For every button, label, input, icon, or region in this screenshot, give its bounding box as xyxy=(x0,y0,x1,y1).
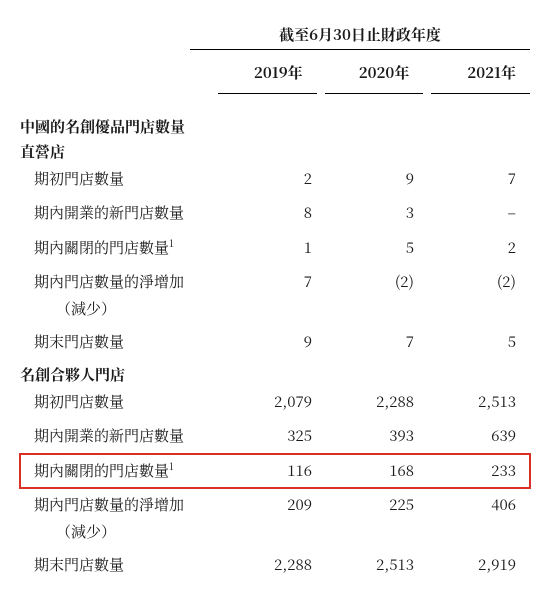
cell: 406 xyxy=(428,488,530,523)
table-row: 期末門店數量 2,288 2,513 2,919 xyxy=(20,548,530,583)
row-label-text: 期內關閉的門店數量 xyxy=(34,460,169,481)
cell: 9 xyxy=(224,325,326,360)
cell: – xyxy=(428,196,530,231)
cell: 393 xyxy=(326,419,428,454)
row-label: 期內門店數量的淨增加 （減少） xyxy=(20,265,224,325)
cell: 168 xyxy=(326,454,428,489)
row-label: 期初門店數量 xyxy=(20,385,224,420)
cell: 1 xyxy=(224,231,326,266)
cell: 2,513 xyxy=(428,385,530,420)
table-row: 期內門店數量的淨增加 （減少） 7 (2) (2) xyxy=(20,265,530,325)
cell: 7 xyxy=(326,325,428,360)
group-title-partner: 名創合夥人門店 xyxy=(20,364,530,385)
cell: 325 xyxy=(224,419,326,454)
row-label: 期末門店數量 xyxy=(20,325,224,360)
table-row: 期內開業的新門店數量 325 393 639 xyxy=(20,419,530,454)
footnote-ref: 1 xyxy=(169,235,174,250)
cell: 3 xyxy=(326,196,428,231)
cell: 225 xyxy=(326,488,428,523)
row-label: 期內開業的新門店數量 xyxy=(20,196,224,231)
cell: 8 xyxy=(224,196,326,231)
table-row: 期初門店數量 2,079 2,288 2,513 xyxy=(20,385,530,420)
table-row: 期內門店數量的淨增加 （減少） 209 225 406 xyxy=(20,488,530,548)
row-label: 期內關閉的門店數量1 xyxy=(20,454,224,489)
row-label: 期初門店數量 xyxy=(20,162,224,197)
cell: 2,919 xyxy=(428,548,530,583)
year-col-1: 2019年 xyxy=(218,56,317,94)
cell: (2) xyxy=(428,265,530,300)
table-row: 期內關閉的門店數量1 1 5 2 xyxy=(20,231,530,266)
cell: 7 xyxy=(224,265,326,300)
cell: 5 xyxy=(326,231,428,266)
table-row: 期末門店數量 9 7 5 xyxy=(20,325,530,360)
cell: 2 xyxy=(428,231,530,266)
table-row: 期初門店數量 2 9 7 xyxy=(20,162,530,197)
cell: 2 xyxy=(224,162,326,197)
financial-table: 截至6月30日止財政年度 2019年 2020年 2021年 中國的名創優品門店… xyxy=(20,24,530,583)
cell: 209 xyxy=(224,488,326,523)
year-col-3: 2021年 xyxy=(431,56,530,94)
row-label-line2: （減少） xyxy=(34,521,116,542)
cell: 116 xyxy=(224,454,326,489)
section-title-china: 中國的名創優品門店數量 xyxy=(20,116,530,137)
row-label: 期末門店數量 xyxy=(20,548,224,583)
year-col-2: 2020年 xyxy=(325,56,424,94)
cell: 639 xyxy=(428,419,530,454)
row-label-line1: 期內門店數量的淨增加 xyxy=(34,271,184,292)
cell: 2,513 xyxy=(326,548,428,583)
cell: 2,288 xyxy=(326,385,428,420)
cell: 9 xyxy=(326,162,428,197)
cell: 2,079 xyxy=(224,385,326,420)
table-caption: 截至6月30日止財政年度 xyxy=(190,24,530,50)
cell: 5 xyxy=(428,325,530,360)
row-label-line2: （減少） xyxy=(34,298,116,319)
cell: (2) xyxy=(326,265,428,300)
table-row: 期內開業的新門店數量 8 3 – xyxy=(20,196,530,231)
cell: 7 xyxy=(428,162,530,197)
cell: 233 xyxy=(428,454,530,489)
footnote-ref: 1 xyxy=(169,458,174,473)
row-label-text: 期內關閉的門店數量 xyxy=(34,237,169,258)
row-label-line1: 期內門店數量的淨增加 xyxy=(34,494,184,515)
row-label: 期內開業的新門店數量 xyxy=(20,419,224,454)
cell: 2,288 xyxy=(224,548,326,583)
table-row-highlighted: 期內關閉的門店數量1 116 168 233 xyxy=(20,454,530,489)
year-header-row: 2019年 2020年 2021年 xyxy=(20,56,530,94)
row-label: 期內門店數量的淨增加 （減少） xyxy=(20,488,224,548)
group-title-direct: 直營店 xyxy=(20,141,530,162)
row-label: 期內關閉的門店數量1 xyxy=(20,231,224,266)
